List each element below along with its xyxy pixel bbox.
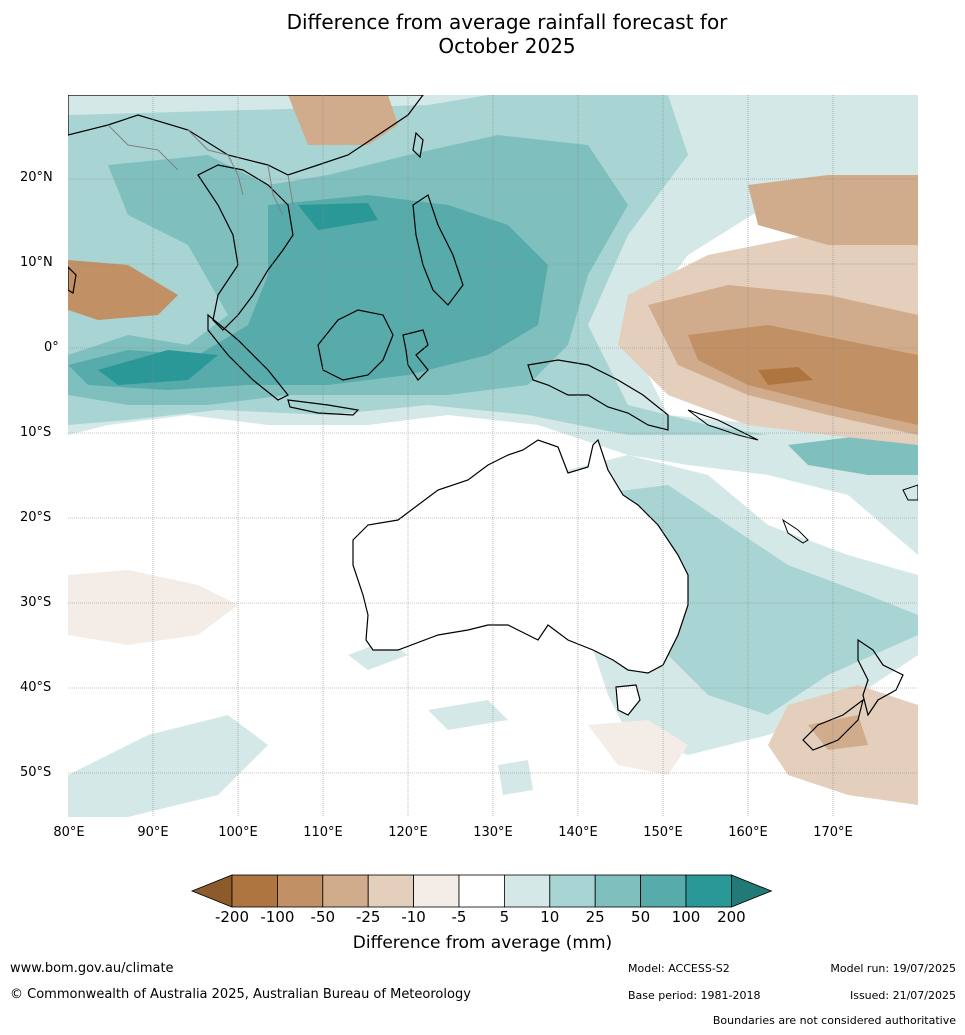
- colorbar-cell: [413, 874, 460, 908]
- colorbar-cell: [458, 874, 505, 908]
- wet-small-2: [428, 700, 508, 730]
- wet-southern-ocean: [68, 715, 268, 817]
- lon-label-110e: 110°E: [303, 825, 343, 840]
- colorbar-cell: [503, 874, 551, 908]
- colorbar-cell: [594, 874, 642, 908]
- lon-label-170e: 170°E: [813, 825, 853, 840]
- lon-label-130e: 130°E: [473, 825, 513, 840]
- colorbar-tick-label: 200: [717, 908, 746, 926]
- colorbar-tick-label: 5: [499, 908, 510, 926]
- colorbar-tick-label: 50: [631, 908, 651, 926]
- lon-label-140e: 140°E: [558, 825, 598, 840]
- colorbar-tick-label: 100: [671, 908, 701, 926]
- colorbar-tick-label: -100: [260, 908, 295, 926]
- borneo-outline: [317, 309, 394, 381]
- lat-label-20n: 20°N: [20, 170, 53, 185]
- philippines-outline: [412, 194, 464, 306]
- colorbar-label: Difference from average (mm): [352, 933, 613, 953]
- colorbar-tick-label: -25: [355, 908, 381, 926]
- wet-small-3: [498, 760, 533, 795]
- map-canvas: [68, 95, 918, 817]
- lon-label-120e: 120°E: [388, 825, 428, 840]
- asia-mainland-outline: [68, 95, 424, 331]
- solomon-islands-outline: [687, 409, 759, 441]
- new-zealand-south-outline: [802, 698, 864, 751]
- wet-east-australia-mid: [588, 485, 918, 715]
- colorbar-cell: [640, 874, 687, 908]
- colorbar-tick-label: 10: [540, 908, 560, 926]
- lat-label-10n: 10°N: [20, 255, 53, 270]
- fiji-outline: [902, 484, 918, 501]
- footer-copyright: © Commonwealth of Australia 2025, Austra…: [10, 987, 471, 1002]
- lon-label-150e: 150°E: [643, 825, 683, 840]
- footer-website[interactable]: www.bom.gov.au/climate: [10, 961, 174, 976]
- footer-issued: Issued: 21/07/2025: [849, 989, 956, 1002]
- colorbar-cell: [549, 874, 596, 908]
- australia-outline: [352, 438, 689, 674]
- lat-label-40s: 40°S: [20, 680, 52, 695]
- wet-core-2: [98, 350, 218, 385]
- wet-core: [298, 203, 378, 230]
- colorbar-cell: [231, 874, 278, 908]
- lat-label-20s: 20°S: [20, 510, 52, 525]
- colorbar-tick-label: -5: [451, 908, 467, 926]
- dry-indian-ocean: [68, 260, 178, 320]
- wet-coral-sea: [788, 435, 918, 475]
- tasmania-outline: [615, 684, 641, 716]
- colorbar-cell: [277, 874, 324, 908]
- graticule: [68, 95, 918, 817]
- colorbar-cell: [367, 874, 414, 908]
- sulawesi-outline: [402, 329, 429, 381]
- colorbar-tick-label: -50: [310, 908, 336, 926]
- title-line-2: October 2025: [438, 34, 576, 58]
- lon-label-80e: 80°E: [53, 825, 85, 840]
- new-zealand-north-outline: [857, 638, 904, 717]
- map-title: Difference from average rainfall forecas…: [0, 10, 965, 58]
- taiwan-outline: [412, 131, 424, 159]
- rainfall-map: [68, 95, 918, 817]
- colorbar: [190, 874, 773, 908]
- title-line-1: Difference from average rainfall forecas…: [286, 10, 728, 34]
- dry-pacific-core: [758, 367, 813, 385]
- lat-label-10s: 10°S: [20, 425, 52, 440]
- lat-label-50s: 50°S: [20, 765, 52, 780]
- lat-label-0: 0°: [44, 340, 59, 355]
- colorbar-tick-label: -200: [214, 908, 250, 926]
- colorbar-tick-label: -10: [401, 908, 426, 926]
- lon-label-90e: 90°E: [137, 825, 169, 840]
- sri-lanka-outline: [68, 266, 77, 294]
- footer-model-run: Model run: 19/07/2025: [830, 962, 956, 975]
- new-guinea-outline: [527, 359, 669, 431]
- colorbar-arrow-low: [190, 874, 233, 908]
- lon-label-100e: 100°E: [218, 825, 258, 840]
- colorbar-cell: [322, 874, 369, 908]
- wet-region-heavy: [68, 195, 548, 390]
- lat-label-30s: 30°S: [20, 595, 52, 610]
- dry-new-zealand-core: [808, 715, 868, 750]
- footer-base-period: Base period: 1981-2018: [628, 989, 761, 1002]
- colorbar-tick-label: 25: [585, 908, 605, 926]
- footer-disclaimer: Boundaries are not considered authoritat…: [712, 1014, 956, 1027]
- sumatra-outline: [207, 313, 289, 401]
- vanuatu-outline: [781, 518, 809, 544]
- lon-label-160e: 160°E: [728, 825, 768, 840]
- java-outline: [287, 399, 360, 416]
- dry-south-china: [288, 95, 398, 145]
- footer-model: Model: ACCESS-S2: [628, 962, 730, 975]
- colorbar-cell: [685, 874, 732, 908]
- colorbar-arrow-high: [731, 874, 773, 908]
